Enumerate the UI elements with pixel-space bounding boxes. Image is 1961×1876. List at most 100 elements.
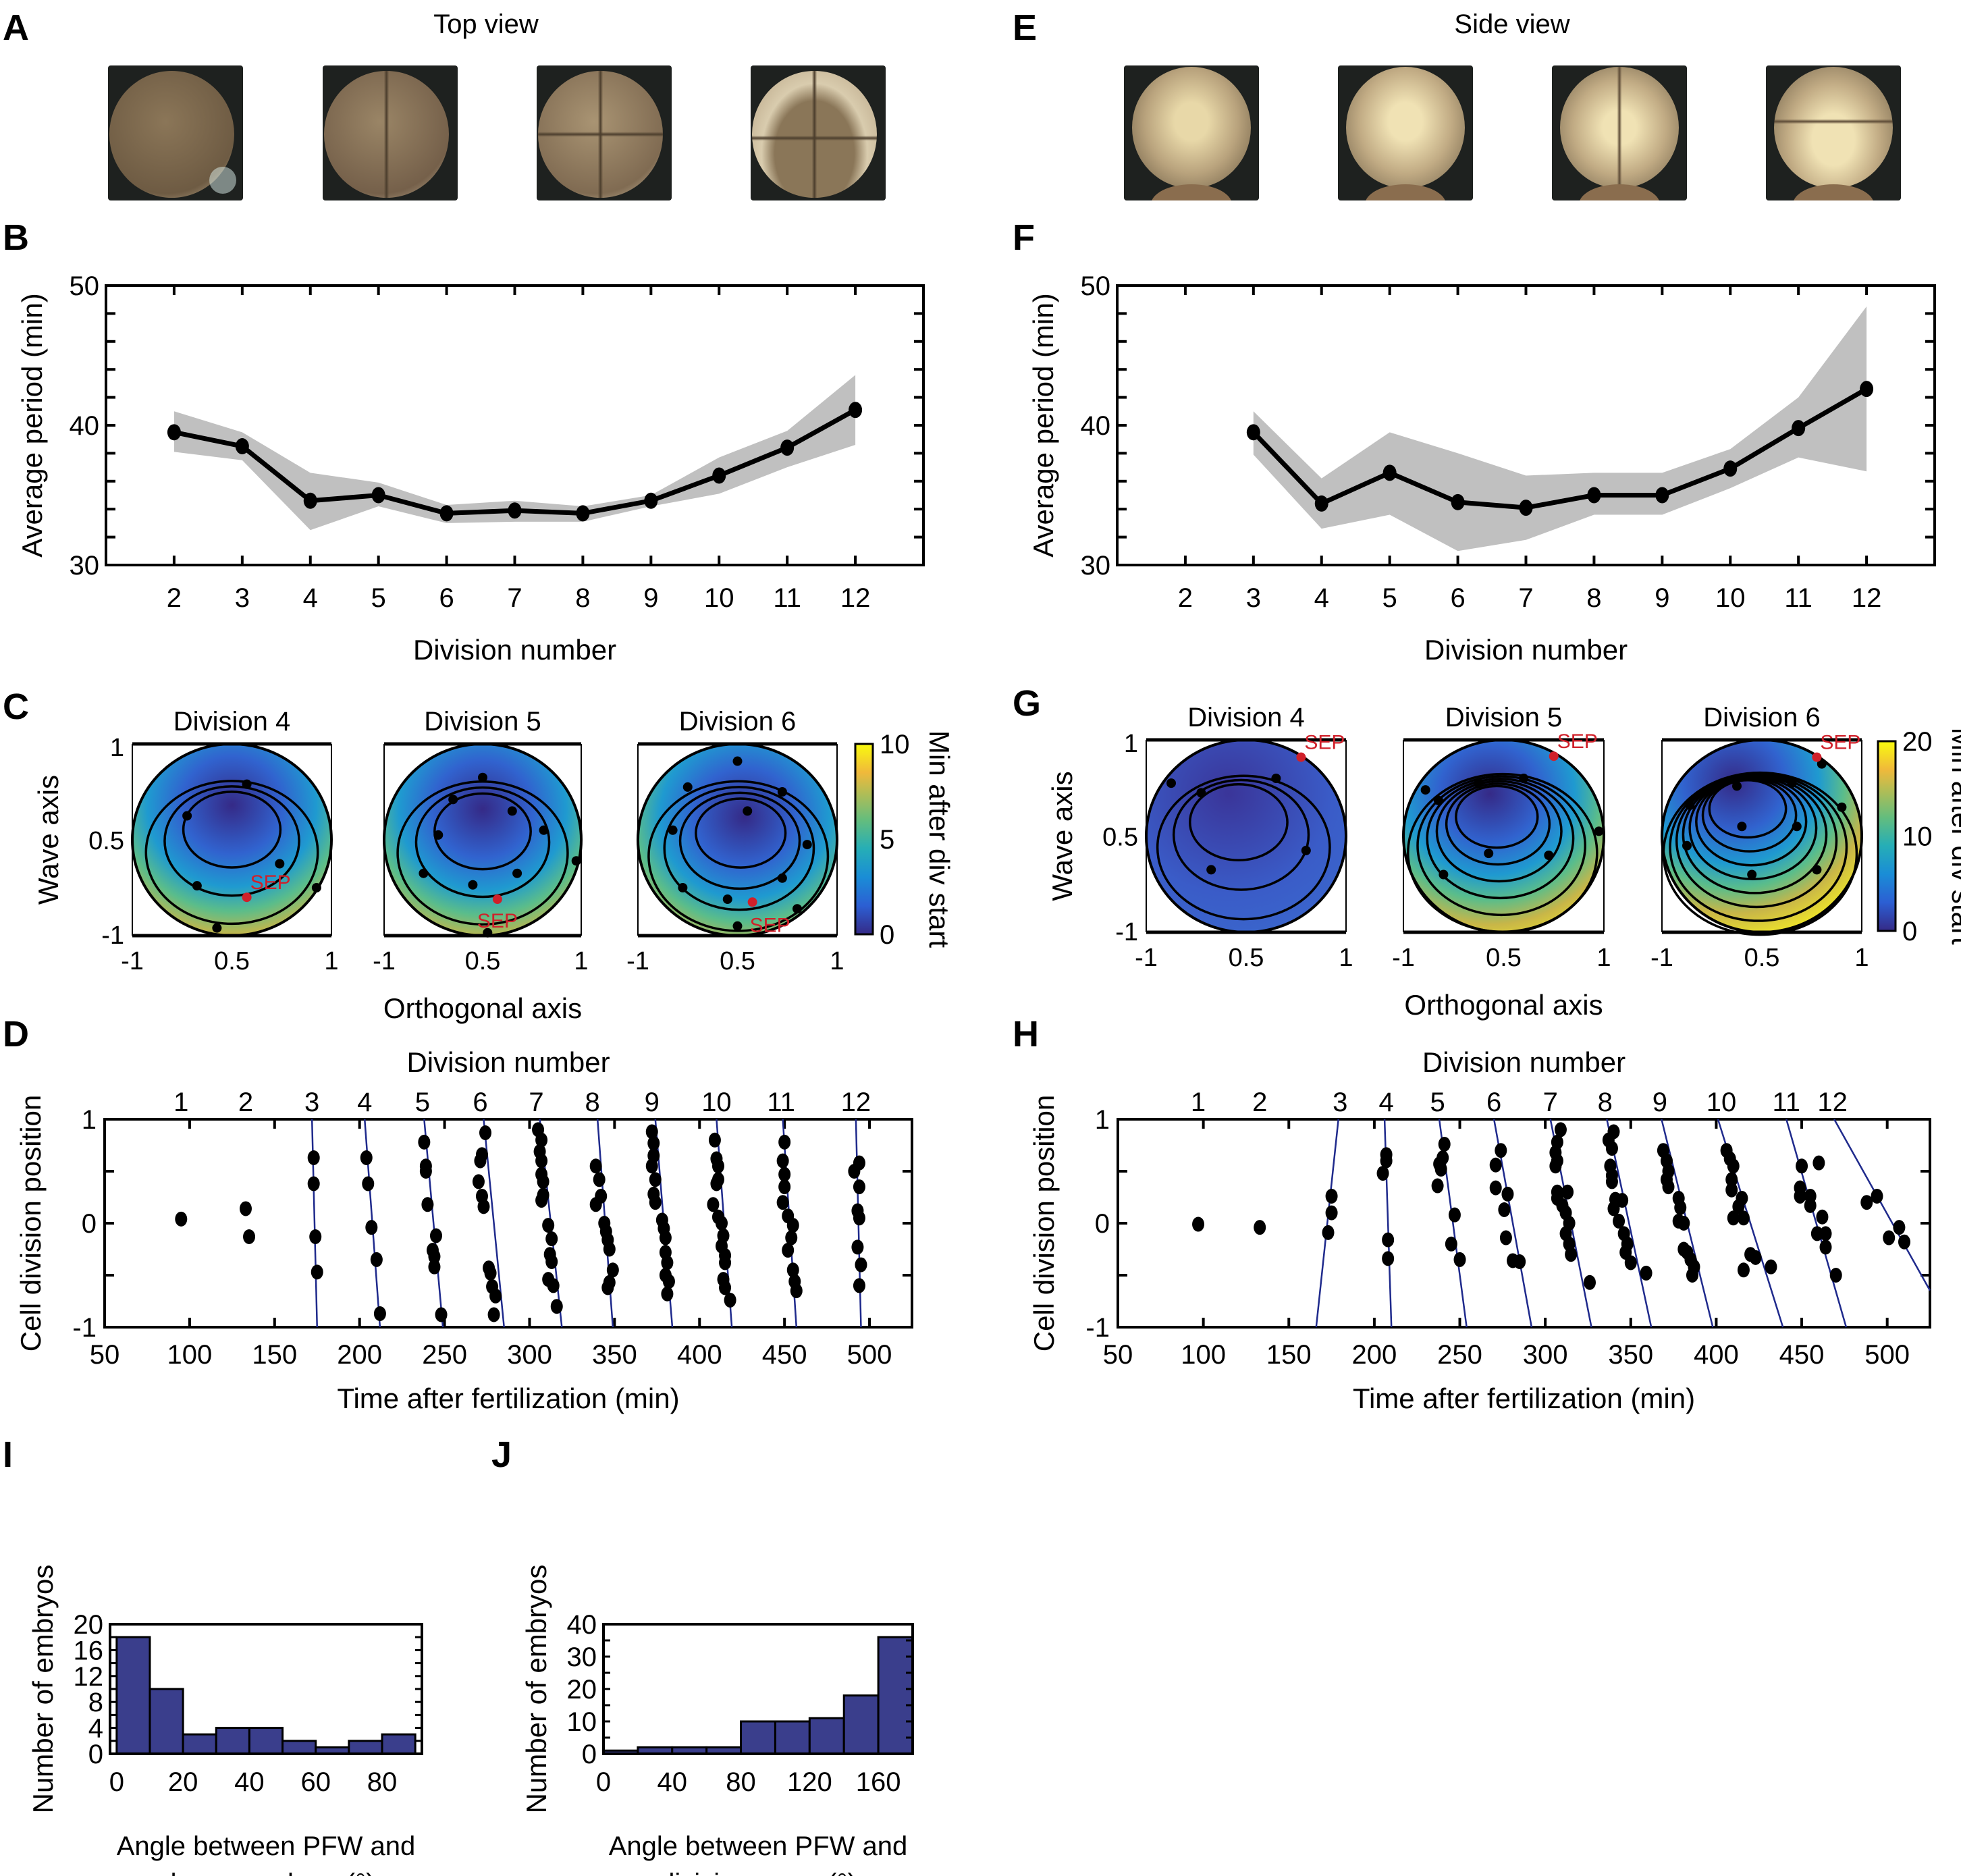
data-point	[439, 505, 454, 522]
cell-division-point	[1686, 1268, 1698, 1283]
cell-division-point	[537, 1174, 549, 1189]
contour-line	[663, 786, 815, 911]
cell-division-point	[1254, 1220, 1266, 1235]
x-tick-label: 0.5	[1486, 944, 1522, 972]
embryo-side-2cell	[1346, 67, 1465, 188]
x-tick-label: 3	[235, 583, 250, 613]
embryo-top-photo-1	[108, 65, 243, 200]
measurement-point	[1166, 778, 1176, 788]
colorbar-tick-label: 0	[880, 920, 894, 950]
cell-division-point	[1445, 1236, 1457, 1252]
line-chart-B: 2 3 4 5 6 7 8 9 10 11 12 30 40 50 Division number Avera…	[16, 271, 925, 666]
measurement-point	[1594, 826, 1604, 836]
top-axis-label: Division number	[406, 1046, 610, 1078]
cell-division-point	[418, 1134, 431, 1150]
division-number-label: 9	[1653, 1088, 1667, 1117]
data-point	[1792, 420, 1806, 437]
map-title: Division 4	[173, 707, 290, 736]
measurement-point	[192, 881, 202, 891]
measurement-point	[311, 883, 321, 892]
measurement-point	[478, 772, 487, 782]
y-tick-label: -1	[1115, 918, 1138, 946]
cell-division-point	[362, 1176, 375, 1191]
sep-label: SEP	[477, 910, 518, 932]
x-tick-label: 350	[592, 1340, 637, 1370]
cell-division-point	[545, 1231, 558, 1247]
cell-division-point	[1513, 1254, 1526, 1269]
x-tick-label: 150	[252, 1340, 297, 1370]
x-tick-label: -1	[626, 947, 649, 975]
y-tick-label: 10	[567, 1707, 597, 1737]
sep-marker	[492, 894, 502, 905]
x-tick-label: 50	[1103, 1340, 1133, 1370]
cell-division-point	[1561, 1184, 1574, 1200]
top-view-title: Top view	[433, 9, 539, 39]
x-tick-label: 300	[507, 1340, 552, 1370]
x-tick-label: 0.5	[465, 947, 501, 975]
data-point	[576, 505, 590, 522]
y-tick-label: 0	[88, 1740, 103, 1769]
cell-division-point	[428, 1249, 441, 1264]
cell-division-point	[778, 1179, 791, 1195]
cell-division-point	[1489, 1180, 1502, 1196]
panel-letter-f: F	[1013, 217, 1035, 258]
cell-division-point	[474, 1153, 487, 1169]
cell-division-point	[1376, 1166, 1389, 1181]
cell-division-point	[428, 1259, 441, 1275]
x-tick-label: 1	[1854, 944, 1869, 972]
cell-division-point	[1816, 1209, 1829, 1225]
x-tick-label: 8	[575, 583, 590, 613]
embryo-side-photo-4	[1766, 65, 1901, 200]
x-tick-label: 60	[300, 1767, 331, 1797]
division-number-label: 11	[767, 1088, 795, 1117]
measurement-point	[275, 859, 285, 869]
measurement-point	[1474, 778, 1484, 788]
measurement-point	[682, 782, 693, 792]
data-point	[1246, 424, 1260, 441]
embryo-side-photo-3	[1552, 65, 1687, 200]
measurement-point	[212, 923, 222, 933]
cell-division-point	[1616, 1193, 1629, 1208]
mean-line	[1252, 387, 1868, 510]
measurement-point	[1206, 865, 1216, 875]
y-tick-label: 40	[567, 1610, 597, 1640]
cell-division-point	[848, 1164, 861, 1179]
measurement-point	[1301, 845, 1311, 855]
data-point	[780, 439, 795, 456]
cell-division-point	[593, 1172, 606, 1187]
division-number-label: 4	[357, 1088, 372, 1117]
measurement-point	[571, 856, 581, 866]
division-number-label: 6	[1486, 1088, 1501, 1117]
cell-division-point	[1431, 1178, 1444, 1194]
measurement-point	[1484, 849, 1494, 859]
cell-division-point	[785, 1230, 798, 1245]
histogram-bar	[149, 1688, 184, 1755]
x-axis-label: Time after fertilization (min)	[337, 1383, 679, 1414]
measurement-point	[1685, 800, 1695, 810]
cell-division-point	[1674, 1200, 1687, 1215]
colorbar-tick-label: 10	[880, 730, 910, 759]
panel-letter-c: C	[3, 687, 29, 727]
sep-marker	[1296, 752, 1306, 762]
x-axis-label: Division number	[413, 634, 616, 666]
cell-division-point	[1725, 1182, 1738, 1198]
y-tick-label: 50	[70, 271, 100, 301]
cell-division-point	[606, 1262, 619, 1278]
embryo-heatmap	[637, 743, 838, 937]
colorbar-tick-label: 0	[1902, 917, 1917, 946]
cell-division-point	[479, 1125, 492, 1141]
y-tick-label: 30	[1081, 551, 1111, 581]
cell-division-point	[535, 1153, 548, 1169]
division-number-label: 8	[585, 1088, 600, 1117]
panel-letter-h: H	[1013, 1014, 1039, 1054]
cell-division-point	[1322, 1225, 1335, 1240]
x-tick-label: 4	[1314, 583, 1329, 613]
x-tick-label: 9	[1655, 583, 1669, 613]
contour-line	[182, 790, 282, 869]
y-tick-label: 0.5	[1102, 824, 1138, 852]
map-title: Division 6	[1703, 703, 1820, 732]
wave-fit-line	[1833, 1119, 1931, 1291]
data-point	[1587, 487, 1601, 504]
embryo-top-photo-2	[323, 65, 458, 200]
